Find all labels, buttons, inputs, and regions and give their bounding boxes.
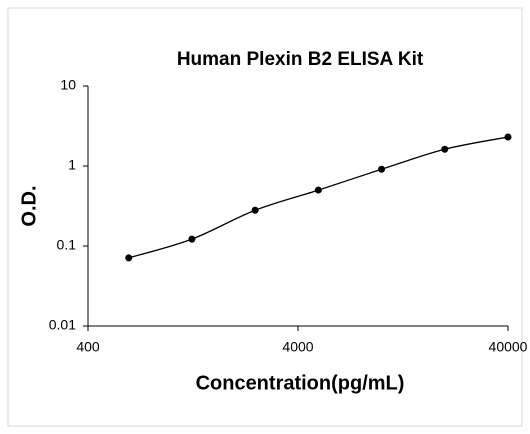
data-point [188, 235, 196, 243]
y-tick-label: 0.1 [57, 237, 77, 253]
y-tick-label: 0.01 [49, 317, 76, 333]
y-tick-label: 1 [68, 157, 76, 173]
y-tick-label: 10 [60, 77, 76, 93]
data-point [504, 133, 512, 141]
chart-title: Human Plexin B2 ELISA Kit [177, 49, 424, 70]
data-point [251, 206, 259, 214]
x-tick-label: 4000 [282, 339, 313, 355]
x-tick-label: 400 [76, 339, 100, 355]
data-point [378, 165, 386, 173]
data-point [441, 145, 449, 153]
data-point [314, 186, 322, 194]
y-axis-label: O.D. [18, 185, 40, 226]
chart-border [7, 7, 523, 427]
x-tick-label: 40000 [489, 339, 528, 355]
x-axis-label: Concentration(pg/mL) [196, 372, 405, 394]
data-point [125, 254, 133, 262]
